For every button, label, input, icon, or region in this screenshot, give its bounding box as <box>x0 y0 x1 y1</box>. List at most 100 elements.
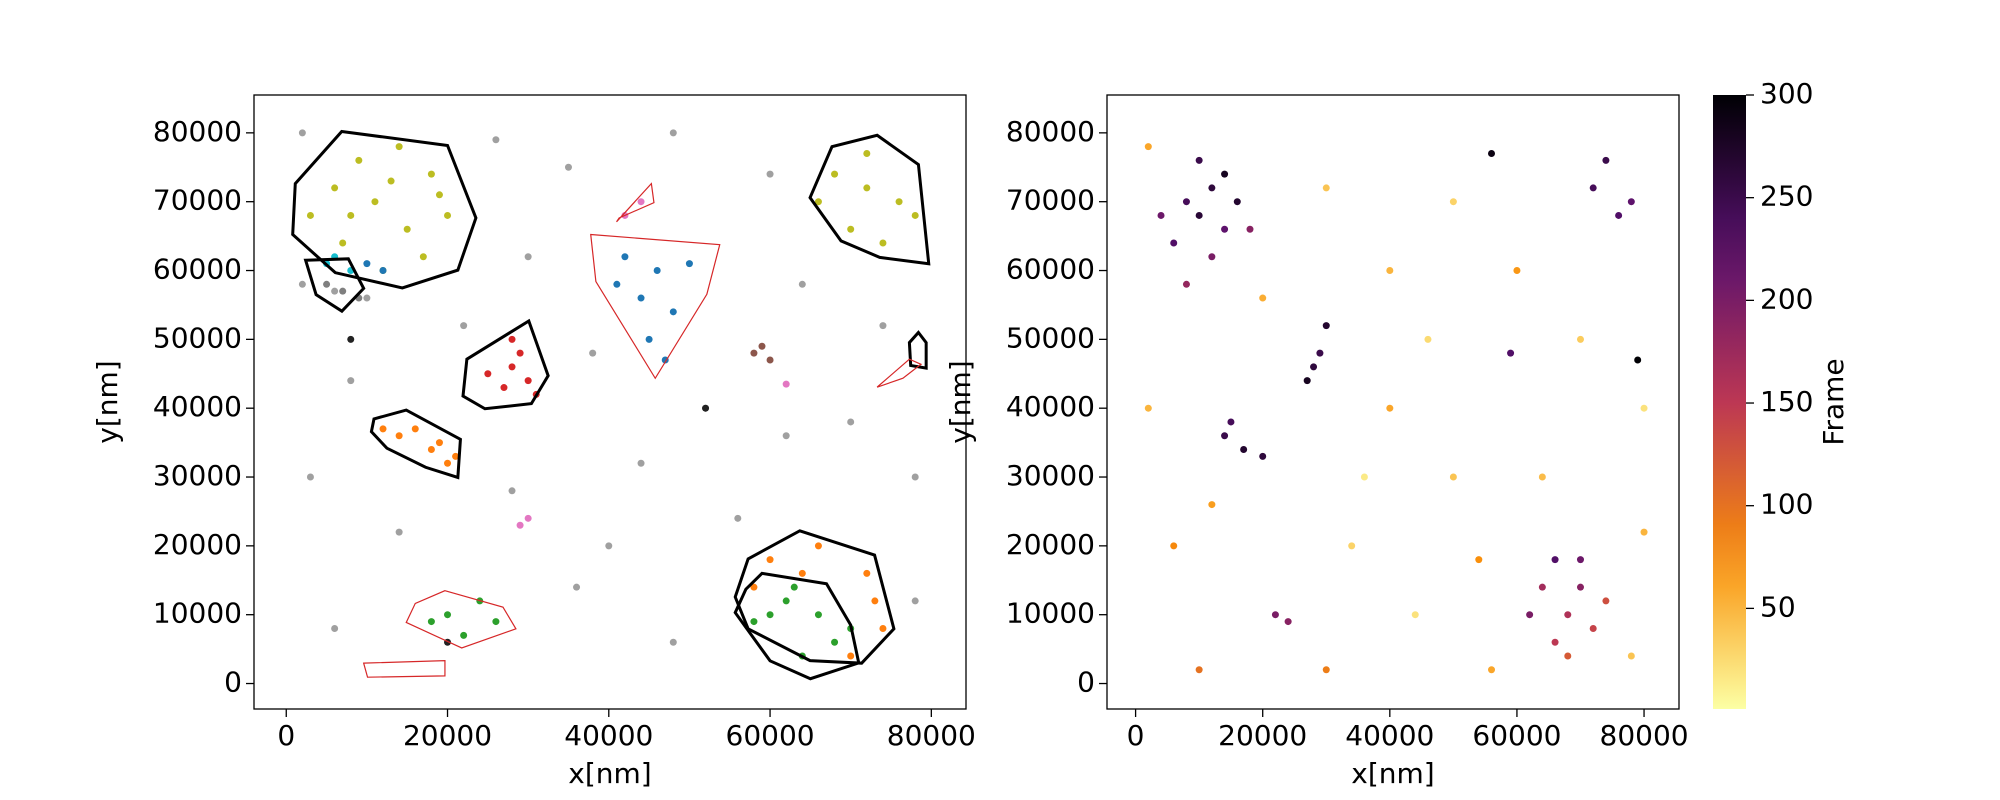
y-tick-label: 70000 <box>1006 184 1095 217</box>
colorbar-tick-label: 50 <box>1760 590 1796 623</box>
y-tick-label: 60000 <box>1006 253 1095 286</box>
cluster-hull <box>733 571 861 681</box>
point <box>911 597 919 605</box>
point <box>371 198 379 206</box>
point <box>1576 583 1584 591</box>
point <box>1538 583 1546 591</box>
point <box>1551 638 1559 646</box>
y-tick-label: 40000 <box>1006 390 1095 423</box>
point <box>1576 556 1584 564</box>
y-tick-label: 20000 <box>1006 528 1095 561</box>
point <box>1322 322 1330 330</box>
point <box>1589 624 1597 632</box>
point <box>1271 611 1279 619</box>
point <box>1538 473 1546 481</box>
cluster-hull <box>405 590 517 649</box>
point <box>427 618 435 626</box>
point <box>1386 267 1394 275</box>
point <box>766 356 774 364</box>
point <box>347 335 355 343</box>
y-tick-label: 60000 <box>153 253 242 286</box>
cluster-hull <box>616 182 655 223</box>
x-tick-label: 40000 <box>564 719 653 752</box>
point <box>653 267 661 275</box>
point <box>879 624 887 632</box>
point <box>395 528 403 536</box>
x-tick-label: 0 <box>277 719 295 752</box>
point <box>1640 528 1648 536</box>
y-tick-label: 30000 <box>1006 459 1095 492</box>
point <box>444 459 452 467</box>
point <box>637 198 645 206</box>
point <box>1488 150 1496 158</box>
y-tick-label: 70000 <box>153 184 242 217</box>
y-tick-label: 80000 <box>1006 115 1095 148</box>
point <box>1513 267 1521 275</box>
point <box>863 150 871 158</box>
point <box>911 473 919 481</box>
point <box>347 211 355 219</box>
point <box>1208 253 1216 261</box>
point <box>363 294 371 302</box>
point <box>1602 156 1610 164</box>
point <box>1564 611 1572 619</box>
cluster-hull <box>303 257 366 314</box>
point <box>621 253 629 261</box>
point <box>863 184 871 192</box>
point <box>492 136 500 144</box>
x-axis-label: x[nm] <box>1351 757 1434 790</box>
axes-frame <box>1106 94 1680 710</box>
colorbar-label: Frame <box>1817 358 1850 445</box>
point <box>379 267 387 275</box>
point <box>395 143 403 151</box>
point <box>1526 611 1534 619</box>
cluster-hull <box>733 529 896 665</box>
y-tick-label: 40000 <box>153 390 242 423</box>
point <box>1221 170 1229 178</box>
y-tick-label: 50000 <box>1006 321 1095 354</box>
point <box>1221 432 1229 440</box>
point <box>637 459 645 467</box>
point <box>435 439 443 447</box>
point <box>516 521 524 529</box>
point <box>1348 542 1356 550</box>
point <box>460 631 468 639</box>
point <box>1449 198 1457 206</box>
point <box>1182 280 1190 288</box>
point <box>1475 556 1483 564</box>
point <box>685 260 693 268</box>
point <box>1246 225 1254 233</box>
point <box>831 170 839 178</box>
point <box>814 611 822 619</box>
y-axis-label: y[nm] <box>944 360 977 443</box>
point <box>847 652 855 660</box>
point <box>323 280 331 288</box>
point <box>508 335 516 343</box>
point <box>847 225 855 233</box>
point <box>387 177 395 185</box>
point <box>734 514 742 522</box>
y-tick-label: 80000 <box>153 115 242 148</box>
point <box>613 280 621 288</box>
point <box>1640 404 1648 412</box>
point <box>1360 473 1368 481</box>
point <box>298 129 306 137</box>
point <box>339 287 347 295</box>
point <box>782 432 790 440</box>
point <box>1411 611 1419 619</box>
point <box>879 239 887 247</box>
point <box>484 370 492 378</box>
point <box>1627 198 1635 206</box>
point <box>895 198 903 206</box>
point <box>702 404 710 412</box>
point <box>427 445 435 453</box>
point <box>879 322 887 330</box>
y-tick-label: 10000 <box>153 597 242 630</box>
point <box>1170 239 1178 247</box>
point <box>1221 225 1229 233</box>
point <box>750 618 758 626</box>
y-tick-label: 50000 <box>153 321 242 354</box>
point <box>669 638 677 646</box>
point <box>339 239 347 247</box>
point <box>298 280 306 288</box>
